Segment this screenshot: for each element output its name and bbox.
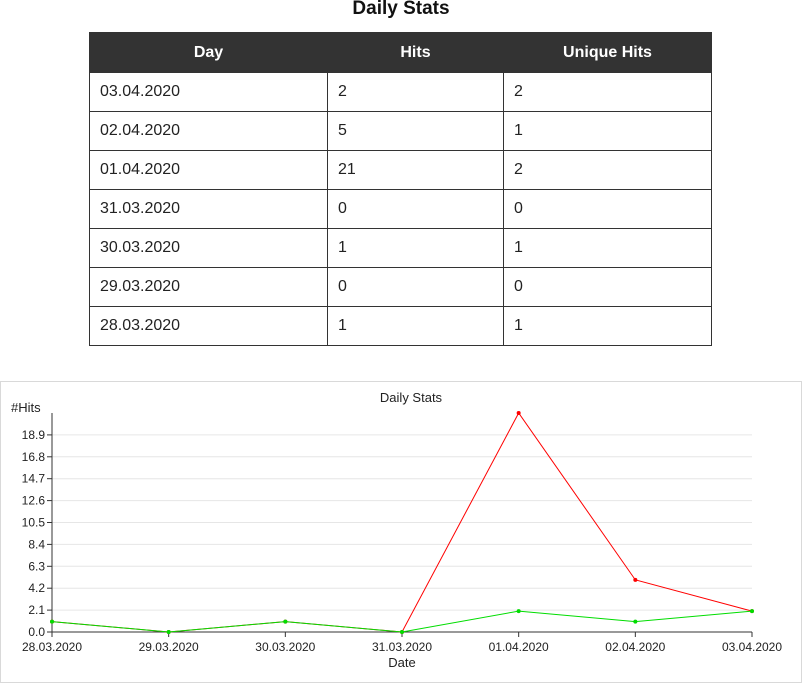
table-row: 29.03.2020 0 0: [89, 267, 712, 307]
cell-hits: 1: [327, 306, 504, 346]
cell-hits: 0: [327, 267, 504, 307]
series-2-point: [633, 619, 638, 624]
cell-hits: 0: [327, 189, 504, 229]
x-tick-label: 31.03.2020: [372, 640, 432, 654]
series-line-2: [51, 610, 753, 633]
x-tick-label: 29.03.2020: [139, 640, 199, 654]
y-tick-label: 2.1: [28, 603, 45, 617]
y-tick-label: 0.0: [28, 625, 45, 639]
cell-unique-hits: 0: [503, 189, 712, 229]
series-2-point: [516, 609, 521, 614]
header-day: Day: [89, 32, 328, 73]
cell-hits: 21: [327, 150, 504, 190]
cell-day: 31.03.2020: [89, 189, 328, 229]
table-row: 03.04.2020 2 2: [89, 72, 712, 112]
y-axis-label: #Hits: [11, 400, 41, 415]
series-2-point: [400, 630, 404, 634]
cell-unique-hits: 0: [503, 267, 712, 307]
chart-container: Daily Stats #Hits Date 0.0 2.1 4.2 6.3 8.4 10…: [0, 381, 802, 683]
chart-title: Daily Stats: [380, 390, 443, 405]
cell-day: 28.03.2020: [89, 306, 328, 346]
cell-unique-hits: 1: [503, 111, 712, 151]
cell-day: 30.03.2020: [89, 228, 328, 268]
cell-day: 03.04.2020: [89, 72, 328, 112]
table-row: 30.03.2020 1 1: [89, 228, 712, 268]
y-tick-label: 8.4: [28, 537, 45, 551]
cell-day: 29.03.2020: [89, 267, 328, 307]
y-tick-label: 14.7: [22, 472, 46, 486]
series-2-point: [750, 609, 754, 614]
x-axis-label: Date: [388, 655, 415, 670]
table-row: 01.04.2020 21 2: [89, 150, 712, 190]
y-tick-label: 12.6: [22, 494, 46, 508]
page-title: Daily Stats: [352, 0, 450, 19]
cell-unique-hits: 1: [503, 228, 712, 268]
table-row: 31.03.2020 0 0: [89, 189, 712, 229]
x-tick-label: 28.03.2020: [22, 640, 82, 654]
series-2-point: [166, 630, 171, 634]
table-row: 02.04.2020 5 1: [89, 111, 712, 151]
y-tick-label: 4.2: [28, 581, 45, 595]
x-tick-label: 01.04.2020: [489, 640, 549, 654]
line-chart: Daily Stats #Hits Date 0.0 2.1 4.2 6.3 8.4 10…: [11, 390, 782, 670]
x-tick-label: 03.04.2020: [722, 640, 782, 654]
series-2-point: [50, 619, 54, 624]
daily-stats-table: Day Hits Unique Hits 03.04.2020 2 2 02.0…: [89, 32, 712, 346]
cell-hits: 1: [327, 228, 504, 268]
x-tick-label: 02.04.2020: [605, 640, 665, 654]
cell-hits: 2: [327, 72, 504, 112]
series-1-point: [516, 411, 521, 415]
cell-unique-hits: 1: [503, 306, 712, 346]
y-tick-label: 6.3: [28, 559, 45, 573]
header-unique-hits: Unique Hits: [503, 32, 712, 73]
table-header-row: Day Hits Unique Hits: [89, 32, 712, 73]
y-tick-label: 18.9: [22, 428, 46, 442]
cell-day: 01.04.2020: [89, 150, 328, 190]
header-hits: Hits: [327, 32, 504, 73]
cell-day: 02.04.2020: [89, 111, 328, 151]
series-2-point: [283, 619, 288, 624]
y-tick-label: 16.8: [22, 450, 46, 464]
cell-hits: 5: [327, 111, 504, 151]
x-tick-label: 30.03.2020: [255, 640, 315, 654]
y-tick-label: 10.5: [22, 516, 46, 530]
series-1-point: [633, 577, 638, 582]
table-row: 28.03.2020 1 1: [89, 306, 712, 346]
cell-unique-hits: 2: [503, 72, 712, 112]
cell-unique-hits: 2: [503, 150, 712, 190]
